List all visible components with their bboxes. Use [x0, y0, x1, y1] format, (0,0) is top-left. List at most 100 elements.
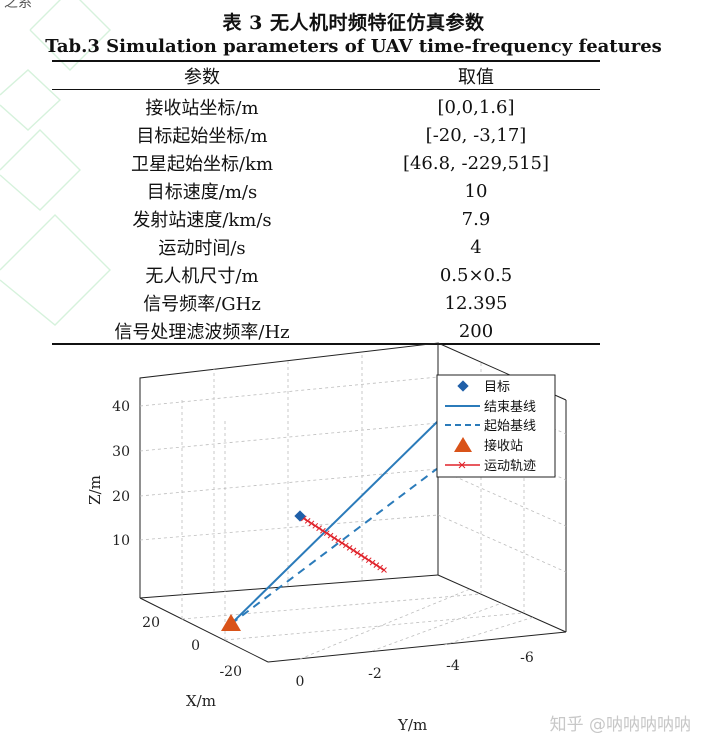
param-name: 运动时间/s [158, 238, 246, 259]
trajectory-marker [377, 564, 384, 571]
grid-line [139, 514, 439, 541]
param-value: 0.5×0.5 [439, 264, 513, 286]
grid-line [371, 602, 503, 652]
param-name: 信号处理滤波频率/Hz [114, 322, 290, 343]
header-parameter: 参数 [52, 60, 352, 90]
param-value: 4 [470, 236, 482, 258]
start-baseline [230, 467, 439, 625]
param-name: 发射站速度/km/s [132, 210, 272, 231]
z-tick-label: 20 [112, 489, 130, 505]
trajectory-marker [381, 567, 387, 573]
x-tick-label: 0 [191, 638, 200, 654]
x-axis-label: X/m [186, 692, 216, 710]
trajectory-marker [362, 554, 368, 561]
param-value: 10 [464, 180, 488, 202]
table-caption-en: Tab.3 Simulation parameters of UAV time-… [45, 36, 662, 57]
trajectory-marker [350, 547, 357, 554]
chart-legend: 目标 结束基线 起始基线 接收站 运动轨迹 [436, 374, 556, 478]
param-value: 7.9 [461, 208, 491, 230]
grid-line [139, 422, 439, 452]
trajectory-marker [342, 542, 349, 549]
y-axis-line [267, 631, 567, 663]
axis-frame [437, 574, 567, 633]
z-axis-label: Z/m [86, 475, 104, 505]
grid-line [224, 612, 524, 641]
grid-line [139, 468, 439, 497]
trajectory-marker [316, 525, 322, 532]
trajectory-marker [358, 552, 364, 559]
axis-frame [139, 574, 439, 599]
param-value: [0,0,1.6] [437, 96, 515, 118]
parameter-table: 参数 取值 接收站坐标/m [0,0,1.6] 目标起始坐标/m [-20, -3,… [52, 60, 600, 345]
trajectory-marker [354, 549, 361, 556]
trajectory-marker [312, 522, 319, 529]
param-value: [-20, -3,17] [425, 124, 527, 146]
table-row: 卫星起始坐标/km [46.8, -229,515] [52, 149, 600, 177]
trajectory-marker [339, 540, 345, 546]
legend-label: 接收站 [484, 438, 523, 454]
param-value: 200 [458, 320, 494, 342]
trajectory-marker [323, 530, 330, 537]
z-tick-label: 40 [112, 399, 130, 415]
target-point [294, 510, 306, 522]
end-baseline [230, 420, 439, 625]
trajectory-marker [300, 515, 307, 522]
trajectory-marker [327, 532, 334, 539]
param-name: 卫星起始坐标/km [130, 154, 274, 175]
grid-line [181, 593, 481, 620]
table-row: 接收站坐标/m [0,0,1.6] [52, 90, 600, 122]
table-caption-cn: 表 3 无人机时频特征仿真参数 [222, 12, 485, 34]
trajectory-marker [373, 562, 380, 568]
table-row: 运动时间/s 4 [52, 233, 600, 261]
legend-label: 起始基线 [484, 419, 536, 434]
table-row: 目标起始坐标/m [-20, -3,17] [52, 121, 600, 149]
legend-receiver-icon [454, 437, 472, 452]
y-tick-label: -2 [368, 666, 382, 682]
table-header-row: 参数 取值 [52, 60, 600, 90]
trajectory-marker [335, 537, 342, 544]
trajectory-markers [297, 513, 387, 573]
x-tick-label: 20 [142, 615, 160, 631]
param-name: 接收站坐标/m [145, 98, 259, 119]
header-value: 取值 [352, 60, 600, 90]
param-name: 信号频率/GHz [143, 294, 261, 315]
watermark: 知乎 @呐呐呐呐呐 [549, 715, 691, 735]
legend-label: 目标 [484, 380, 510, 395]
table-row: 信号频率/GHz 12.395 [52, 289, 600, 317]
partial-heading: 之系 [4, 0, 32, 11]
table-row: 无人机尺寸/m 0.5×0.5 [52, 261, 600, 289]
legend-trajectory-marks [458, 461, 466, 469]
table-row: 目标速度/m/s 10 [52, 177, 600, 205]
grid-line [437, 468, 567, 527]
trajectory-marker [320, 527, 326, 534]
grid-line [299, 588, 471, 660]
grid-line [139, 376, 439, 407]
legend-label: 结束基线 [484, 400, 536, 415]
legend-label: 运动轨迹 [484, 459, 536, 474]
trajectory-marker [346, 545, 353, 551]
x-axis-line [139, 597, 269, 663]
y-tick-label: 0 [296, 674, 305, 690]
param-value: 12.395 [444, 292, 508, 314]
trajectory-marker [308, 520, 315, 527]
trajectory-marker [304, 518, 311, 524]
param-name: 目标起始坐标/m [136, 126, 268, 147]
trajectory-marker [365, 557, 372, 564]
param-value: [46.8, -229,515] [402, 152, 550, 174]
table-bottom-rule [52, 343, 600, 345]
param-name: 无人机尺寸/m [145, 266, 259, 287]
trajectory-marker [331, 535, 338, 541]
y-axis-label: Y/m [397, 716, 427, 734]
table-row: 发射站速度/km/s 7.9 [52, 205, 600, 233]
x-tick-label: -20 [219, 664, 242, 680]
y-tick-label: -4 [446, 658, 460, 674]
grid-line [443, 616, 535, 646]
z-tick-label: 10 [112, 533, 130, 549]
trajectory-marker [369, 559, 376, 566]
z-tick-label: 30 [112, 444, 130, 460]
receiver-point [221, 614, 241, 631]
table-row: 信号处理滤波频率/Hz 200 [52, 317, 600, 345]
